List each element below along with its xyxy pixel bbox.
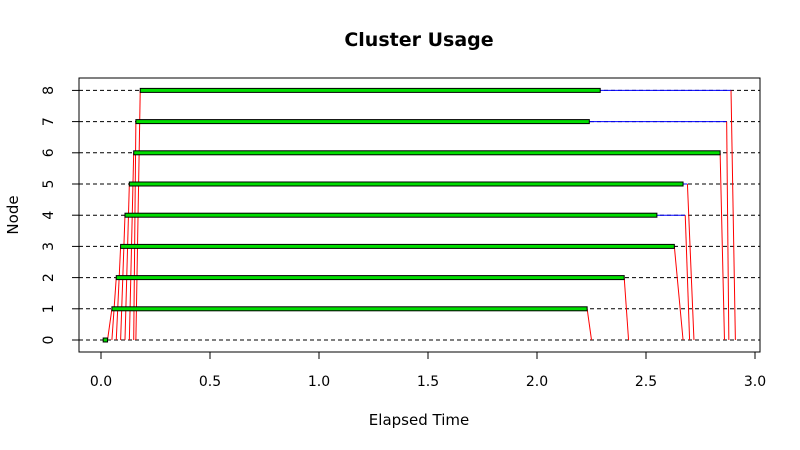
y-tick-label: 6 bbox=[41, 148, 57, 157]
y-axis-label: Node bbox=[4, 195, 22, 234]
x-axis: 0.0 0.5 1.0 1.5 2.0 2.5 3.0 bbox=[90, 351, 766, 390]
task-bar-node-7 bbox=[135, 119, 590, 125]
y-tick-label: 3 bbox=[41, 242, 57, 251]
task-bar-node-1 bbox=[111, 306, 588, 312]
x-tick-label: 2.0 bbox=[526, 374, 548, 390]
y-tick-label: 0 bbox=[41, 336, 57, 345]
return-line-node-3 bbox=[673, 246, 684, 341]
y-tick-label: 7 bbox=[41, 117, 57, 126]
send-line-node-7 bbox=[133, 121, 137, 341]
task-bar-node-8 bbox=[139, 87, 601, 93]
master-task-bar bbox=[102, 337, 109, 343]
task-bar-node-3 bbox=[120, 243, 675, 249]
task-bars bbox=[102, 87, 721, 343]
return-line-node-2 bbox=[623, 277, 630, 341]
task-bar-node-4 bbox=[124, 212, 658, 218]
task-bar-node-5 bbox=[128, 181, 684, 187]
x-tick-label: 0.0 bbox=[90, 374, 112, 390]
send-line-node-3 bbox=[115, 246, 122, 341]
return-line-node-5 bbox=[686, 183, 695, 341]
return-line-node-6 bbox=[719, 152, 725, 341]
send-line-node-1 bbox=[107, 308, 113, 341]
y-tick-label: 8 bbox=[41, 86, 57, 95]
return-line-node-8 bbox=[730, 90, 736, 341]
return-line-node-7 bbox=[726, 121, 730, 341]
x-tick-label: 1.5 bbox=[417, 374, 439, 390]
y-tick-label: 1 bbox=[41, 304, 57, 313]
x-axis-label: Elapsed Time bbox=[369, 411, 469, 429]
y-tick-label: 4 bbox=[41, 211, 57, 220]
x-tick-label: 2.5 bbox=[635, 374, 657, 390]
y-tick-label: 2 bbox=[41, 273, 57, 282]
return-line-node-1 bbox=[586, 308, 592, 341]
task-bar-node-6 bbox=[133, 150, 721, 156]
y-tick-label: 5 bbox=[41, 180, 57, 189]
return-line-node-4 bbox=[684, 215, 691, 341]
x-tick-label: 1.0 bbox=[308, 374, 330, 390]
x-tick-label: 3.0 bbox=[744, 374, 766, 390]
chart-title: Cluster Usage bbox=[344, 29, 493, 51]
y-axis: 0 1 2 3 4 5 6 7 8 bbox=[41, 86, 80, 345]
task-bar-node-2 bbox=[115, 275, 625, 281]
x-tick-label: 0.5 bbox=[199, 374, 221, 390]
send-line-node-5 bbox=[124, 183, 130, 341]
